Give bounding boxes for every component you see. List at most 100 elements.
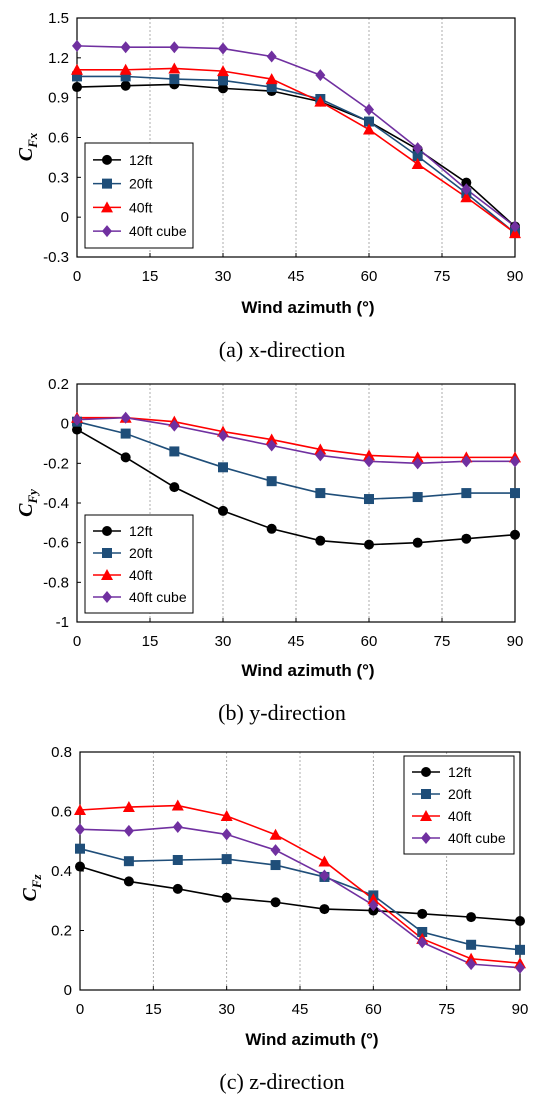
- chart-caption: (b) y-direction: [218, 700, 346, 725]
- data-point-20ft: [412, 151, 423, 162]
- x-tick-label: 45: [288, 268, 305, 285]
- legend: 12ft 20ft 40ft 40ft cube: [84, 142, 194, 249]
- y-tick-label: -0.4: [43, 495, 69, 512]
- data-point-40ft: [367, 893, 380, 905]
- chart-caption: (a) x-direction: [219, 337, 345, 362]
- x-tick-label: 75: [438, 1001, 455, 1018]
- data-point-40ft-cube: [169, 41, 180, 54]
- data-point-20ft: [266, 476, 277, 487]
- data-point-40ft: [217, 65, 229, 77]
- chart-panel-z-direction: 0 0.2 0.4 0.6 0.8 0 15 30 45 60 75 90 12ft 20ft 40ft…: [0, 732, 544, 1109]
- data-point-12ft: [120, 452, 131, 463]
- data-point-40ft-cube: [461, 183, 472, 196]
- data-point-40ft-cube: [364, 455, 374, 468]
- x-tick-label: 90: [507, 268, 524, 285]
- chart-panel-y-direction: -1 -0.8 -0.6 -0.4 -0.2 0 0.2 0 15 30 45 60 75 90 12f…: [0, 370, 544, 732]
- x-tick-label: 90: [512, 1001, 529, 1018]
- y-tick-label: 1.2: [48, 50, 69, 67]
- chart-y-direction: -1 -0.8 -0.6 -0.4 -0.2 0 0.2 0 15 30 45 60 75 90 12f…: [15, 376, 523, 725]
- data-point-40ft: [363, 123, 375, 135]
- data-point-12ft: [270, 897, 281, 908]
- data-point-12ft: [266, 523, 277, 534]
- series-line-40ft: [79, 804, 521, 965]
- data-point-40ft: [71, 63, 83, 75]
- legend-marker-40ft: [420, 810, 432, 821]
- data-point-40ft-cube: [510, 220, 520, 233]
- y-tick-label: 1.5: [48, 10, 69, 27]
- y-tick-label: -0.3: [43, 249, 69, 266]
- series-line-40ft-cube: [79, 826, 521, 969]
- data-point-40ft: [265, 433, 278, 445]
- legend-label: 40ft cube: [448, 830, 506, 846]
- legend-marker-40ft: [101, 201, 113, 213]
- data-point-20ft: [218, 462, 228, 473]
- chart-z-direction: 0 0.2 0.4 0.6 0.8 0 15 30 45 60 75 90 12ft 20ft 40ft…: [19, 744, 529, 1094]
- legend-marker-20ft: [102, 178, 112, 189]
- data-point-40ft-cube: [466, 958, 477, 971]
- data-point-40ft-cube: [266, 439, 277, 452]
- legend-marker-20ft: [102, 548, 112, 558]
- x-tick-label: 0: [73, 268, 81, 285]
- data-point-12ft: [120, 80, 131, 91]
- legend-label: 12ft: [129, 152, 152, 168]
- data-point-40ft: [119, 63, 132, 75]
- data-point-20ft: [72, 71, 82, 82]
- data-point-12ft: [315, 535, 326, 546]
- data-point-12ft: [412, 537, 423, 548]
- data-point-40ft-cube: [315, 69, 326, 82]
- legend-label: 20ft: [129, 545, 152, 561]
- data-point-12ft: [515, 915, 525, 926]
- y-tick-label: -0.8: [43, 574, 69, 591]
- x-tick-labels: 0 15 30 45 60 75 90: [73, 618, 523, 650]
- x-axis-label: Wind azimuth (°): [245, 1030, 378, 1049]
- legend: 12ft 20ft 40ft 40ft cube: [403, 755, 515, 855]
- data-point-20ft: [515, 944, 525, 955]
- legend-marker-40ft-cube: [421, 832, 431, 844]
- data-point-12ft: [123, 876, 134, 887]
- x-tick-label: 0: [76, 1001, 84, 1018]
- data-point-40ft: [220, 809, 233, 821]
- data-point-20ft: [412, 492, 423, 503]
- y-tick-label: 0.9: [48, 90, 69, 107]
- legend: 12ft 20ft 40ft 40ft cube: [84, 514, 194, 614]
- series-line-12ft: [76, 428, 516, 546]
- data-point-20ft: [75, 843, 85, 854]
- y-tick-label: -0.6: [43, 535, 69, 552]
- data-point-20ft: [221, 854, 232, 865]
- data-point-40ft-cube: [72, 39, 82, 52]
- data-point-40ft: [269, 828, 282, 840]
- legend-label: 40ft cube: [129, 589, 187, 605]
- x-tick-label: 0: [73, 633, 81, 650]
- data-point-40ft: [314, 443, 327, 455]
- data-point-40ft-cube: [412, 142, 423, 155]
- data-point-40ft: [318, 855, 331, 867]
- data-point-40ft-cube: [515, 961, 525, 974]
- y-axis-label: CFy: [15, 489, 40, 517]
- y-tick-label: 0.6: [48, 130, 69, 147]
- x-axis-label: Wind azimuth (°): [241, 298, 374, 317]
- data-point-40ft: [411, 451, 424, 463]
- chart-caption: (c) z-direction: [219, 1069, 344, 1094]
- x-tick-label: 15: [142, 268, 159, 285]
- legend-label: 40ft: [129, 567, 152, 583]
- x-axis-label: Wind azimuth (°): [241, 661, 374, 680]
- data-point-40ft-cube: [218, 42, 228, 55]
- legend-marker-40ft-cube: [102, 225, 112, 238]
- chart-x-direction: -0.300.30.60.91.21.5 0 15 30 45 60 75 90 12ft2…: [15, 10, 524, 362]
- legend-label: 40ft cube: [129, 223, 187, 239]
- data-point-40ft-cube: [270, 844, 281, 857]
- y-tick-label: -0.2: [43, 455, 69, 472]
- x-tick-label: 60: [361, 268, 378, 285]
- data-point-40ft-cube: [218, 429, 228, 442]
- data-point-20ft: [169, 74, 180, 85]
- x-tick-label: 30: [215, 268, 232, 285]
- data-point-40ft: [171, 799, 184, 811]
- legend-label: 12ft: [129, 523, 152, 539]
- legend-label: 40ft: [448, 808, 471, 824]
- data-point-20ft: [417, 926, 428, 937]
- data-point-12ft: [169, 482, 180, 493]
- series-line-40ft-cube: [76, 416, 515, 465]
- legend-marker-40ft-cube: [102, 591, 112, 603]
- data-point-40ft: [122, 801, 135, 813]
- y-axis-label: CFz: [19, 874, 44, 902]
